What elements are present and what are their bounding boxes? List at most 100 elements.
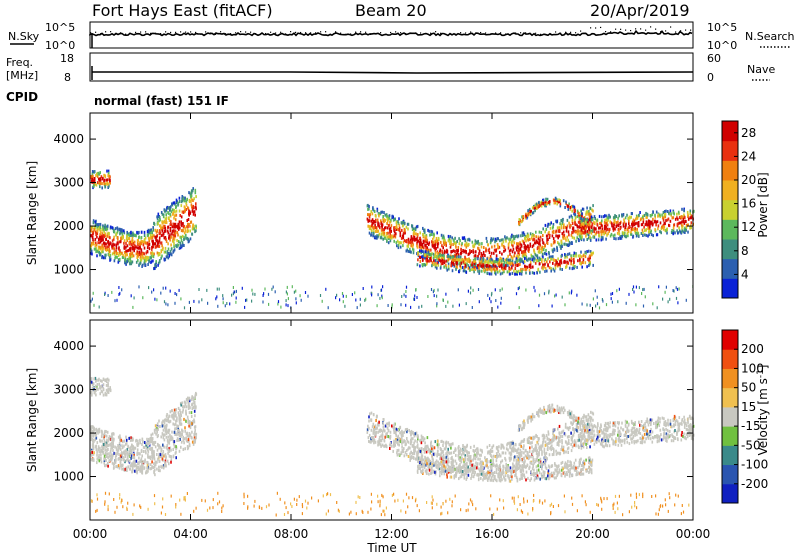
data-point [435,259,437,262]
data-point [579,254,581,257]
freq-label: Freq. [6,56,33,69]
data-point [287,304,288,307]
data-point [569,252,571,255]
data-point [400,303,401,306]
data-point [513,270,515,273]
data-point [117,241,119,244]
data-point [382,238,384,241]
data-point [501,253,503,256]
colorbar-tick-label: 28 [741,126,756,140]
data-point [495,249,497,252]
nsearch-dot [270,32,271,33]
data-point [529,271,531,274]
data-point [147,467,149,470]
data-point [189,230,191,233]
data-point [173,413,175,416]
nsearch-dot [545,34,546,35]
nsearch-dot [160,33,161,34]
data-point [691,221,693,224]
data-point [147,246,149,249]
data-point [689,212,691,215]
data-point [125,246,127,249]
data-point [377,304,378,307]
nsearch-dot [235,32,236,33]
data-point [587,230,589,233]
data-point [105,459,107,462]
nsearch-dot [180,31,181,32]
data-point [424,240,426,243]
data-point [599,306,600,309]
data-point [654,214,656,217]
data-point [400,231,402,234]
data-point [167,211,169,214]
nsearch-dot [495,32,496,33]
data-point [453,249,455,252]
data-point [100,223,102,226]
data-point [542,227,544,230]
data-point [568,208,570,211]
data-point [189,422,191,425]
data-point [583,208,585,211]
data-point [145,451,147,454]
data-point [391,224,393,227]
data-point [188,402,190,405]
data-point [100,236,102,239]
nsearch-dot [300,32,301,33]
data-point [642,229,644,232]
nsearch-dot [365,32,366,33]
data-point [294,291,295,294]
data-point [577,210,579,213]
data-point [420,256,422,259]
data-point [469,249,471,252]
data-point [175,420,177,423]
data-point [683,220,685,223]
data-point [464,250,466,253]
data-point [173,236,175,239]
data-point [571,257,573,260]
data-point [488,265,490,268]
data-point [176,199,178,202]
data-point [528,239,530,242]
data-point [440,249,442,252]
data-point [166,240,168,243]
data-point [165,251,167,254]
noise-panel: N.Sky 10^5 10^0 10^5 10^0 N.Search [8,21,795,52]
nsearch-dot [185,32,186,33]
data-point [157,264,159,267]
data-point [101,256,103,259]
data-point [131,294,132,297]
data-point [635,222,637,225]
data-point [165,218,167,221]
colorbar-segment [722,259,738,279]
data-point [668,224,670,227]
data-point [175,218,177,221]
data-point [539,294,540,297]
data-point [130,231,132,234]
data-point [263,294,264,297]
data-point [181,224,183,227]
data-point [647,214,649,217]
data-point [408,238,410,241]
data-point [448,268,450,271]
data-point [456,256,458,259]
nsearch-dot [265,33,266,34]
data-point [106,439,108,442]
data-point [184,227,186,230]
data-point [195,436,197,439]
data-point [101,250,103,253]
data-point [320,294,321,297]
data-point [193,300,194,303]
data-point [425,254,427,257]
nsearch-dot [690,30,691,31]
data-point [99,450,101,453]
data-point [388,235,390,238]
data-point [113,247,115,250]
data-point [389,447,391,450]
data-point [450,256,452,259]
data-point [101,435,103,438]
data-point [530,266,532,269]
data-point [546,253,548,256]
data-point [467,238,469,241]
data-point [455,246,457,249]
data-point [176,239,178,242]
